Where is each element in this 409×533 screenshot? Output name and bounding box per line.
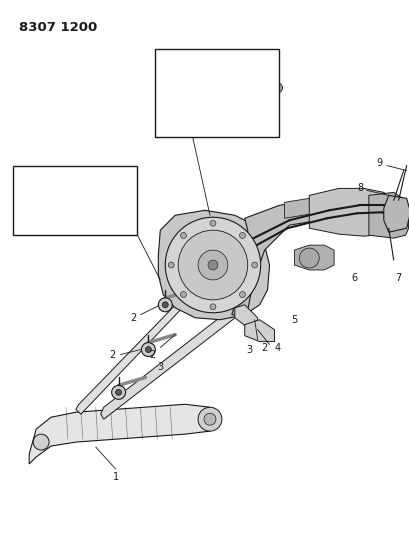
- Circle shape: [168, 262, 174, 268]
- Circle shape: [177, 106, 187, 116]
- Polygon shape: [308, 188, 396, 236]
- Polygon shape: [38, 200, 108, 211]
- Polygon shape: [239, 89, 261, 101]
- Circle shape: [251, 262, 257, 268]
- Text: 9: 9: [376, 158, 382, 167]
- Text: 14: 14: [265, 54, 276, 63]
- Circle shape: [162, 302, 168, 308]
- Polygon shape: [175, 66, 188, 116]
- Text: 3: 3: [246, 344, 252, 354]
- Text: 10: 10: [67, 219, 79, 228]
- Polygon shape: [101, 308, 239, 419]
- Circle shape: [103, 201, 111, 209]
- Circle shape: [180, 232, 186, 238]
- Circle shape: [158, 298, 172, 312]
- Circle shape: [33, 434, 49, 450]
- Text: 2: 2: [109, 350, 115, 360]
- Circle shape: [111, 385, 125, 399]
- Text: 1: 1: [112, 472, 118, 482]
- Circle shape: [251, 84, 267, 100]
- Polygon shape: [284, 196, 388, 218]
- Text: 4: 4: [274, 343, 280, 352]
- Polygon shape: [76, 295, 190, 414]
- Circle shape: [255, 88, 263, 96]
- Polygon shape: [231, 196, 388, 315]
- Text: 8: 8: [357, 183, 363, 193]
- Text: 8307 1200: 8307 1200: [19, 21, 97, 34]
- Polygon shape: [65, 183, 81, 188]
- Text: 7: 7: [395, 273, 401, 283]
- Text: 11: 11: [75, 185, 86, 194]
- Circle shape: [299, 248, 319, 268]
- Text: 13: 13: [156, 59, 168, 68]
- Circle shape: [34, 201, 42, 209]
- Circle shape: [209, 304, 216, 310]
- Circle shape: [180, 292, 186, 297]
- Text: 3: 3: [157, 362, 163, 373]
- Polygon shape: [294, 245, 333, 270]
- Circle shape: [198, 407, 221, 431]
- Circle shape: [165, 217, 260, 313]
- Polygon shape: [168, 66, 200, 73]
- Polygon shape: [368, 192, 408, 238]
- Polygon shape: [158, 81, 175, 119]
- Circle shape: [29, 196, 47, 214]
- Polygon shape: [244, 320, 274, 342]
- Polygon shape: [68, 188, 78, 200]
- Circle shape: [239, 232, 245, 238]
- Circle shape: [115, 389, 121, 395]
- Circle shape: [198, 250, 227, 280]
- Circle shape: [272, 83, 282, 93]
- Circle shape: [141, 343, 155, 357]
- Text: 2: 2: [149, 350, 155, 360]
- Text: 6: 6: [350, 273, 356, 283]
- Polygon shape: [234, 305, 257, 328]
- Circle shape: [145, 346, 151, 352]
- Circle shape: [99, 196, 116, 214]
- Polygon shape: [158, 211, 269, 320]
- Circle shape: [207, 260, 217, 270]
- Polygon shape: [29, 404, 219, 464]
- Text: 2: 2: [261, 343, 267, 352]
- Circle shape: [239, 292, 245, 297]
- Text: 5: 5: [290, 314, 297, 325]
- Circle shape: [209, 220, 216, 226]
- Polygon shape: [383, 196, 409, 232]
- Circle shape: [178, 230, 247, 300]
- Text: 12: 12: [32, 185, 44, 194]
- Text: 2: 2: [130, 313, 136, 323]
- Bar: [155, 49, 279, 136]
- Bar: [13, 166, 137, 235]
- Circle shape: [204, 413, 216, 425]
